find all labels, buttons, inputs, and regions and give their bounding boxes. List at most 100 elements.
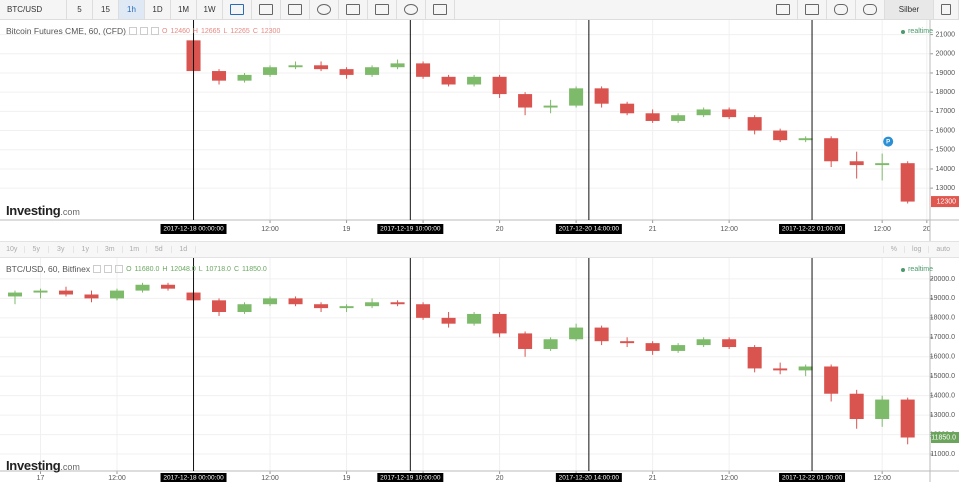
candle-body [798,138,813,141]
ohlc-value: 12460 [170,27,190,35]
fullscreen-button[interactable] [934,0,959,19]
user-button[interactable]: Silber [885,0,934,19]
status: realtime [901,266,933,273]
range-option[interactable]: auto [928,246,957,253]
ohlc-name: C [252,27,258,35]
header-icon [128,27,137,35]
x-tick-label: 12:00 [720,475,738,482]
interval-button[interactable]: 1M [171,0,197,19]
ohlc-value: 11680.0 [134,265,160,273]
ohlc-value: 12300 [260,27,281,35]
chart: 13000 14000 15000 16000 17000 18000 19000 20000… [0,20,959,241]
candle-body [467,313,482,324]
candle-body [875,163,890,166]
icon [805,4,819,15]
candle-body [849,393,864,420]
range-option[interactable]: % [882,246,904,253]
ranges: 10y 5y 3y 1y 3m 1m 5d 1d [0,246,196,253]
candle-body [263,298,278,305]
icon [863,4,877,15]
candle-body [237,74,252,81]
load-button[interactable] [827,0,856,19]
interval-button[interactable]: 1h [119,0,145,19]
last-price-tag [931,196,959,208]
candle-body [620,103,635,114]
x-tick-label: 12:00 [873,226,891,233]
y-tick-label: 17000.0 [930,334,955,341]
y-tick-label: 14000 [936,166,956,173]
ohlc-name: C [233,265,239,273]
candle-body [492,76,507,95]
ohlc-name: L [223,27,228,35]
save-button[interactable] [856,0,885,19]
layout-button[interactable] [798,0,827,19]
candle-body [161,284,176,289]
watermark-suffix: .com [60,462,80,472]
ohlc-name: O [161,27,168,35]
candle-body [467,76,482,85]
candle-body [518,94,533,108]
range-button[interactable]: 1y [74,246,98,253]
candle-body [339,306,354,309]
watermark-main: Investing [6,458,61,473]
header-icon [139,27,148,35]
range-button[interactable]: 3m [98,246,123,253]
candle-body [518,333,533,349]
watermark: Investing .com [6,458,80,473]
y-tick-label: 11000.0 [930,451,955,458]
range-button[interactable]: 10y [0,246,25,253]
interval-button[interactable]: 5 [67,0,93,19]
last-price-label: 12300 [937,198,957,205]
y-tick-label: 13000.0 [930,412,955,419]
range-button[interactable]: 1m [123,246,147,253]
candle-body [416,63,431,77]
alert-button[interactable] [426,0,455,19]
range-button[interactable]: 3y [49,246,74,253]
compare-button[interactable] [281,0,310,19]
spacer [455,0,769,19]
range-button[interactable]: 5y [25,246,49,253]
indicator-button[interactable] [252,0,281,19]
settings-button[interactable] [310,0,339,19]
ohlc-value: 10718.0 [205,265,231,273]
candle-body [671,345,686,351]
interval-button[interactable]: 1W [197,0,223,19]
candle-body [314,65,329,70]
interval-button[interactable]: 15 [93,0,119,19]
range-button[interactable]: 1d [172,246,196,253]
range-button[interactable]: 5d [147,246,172,253]
candle-body [824,366,839,394]
header-icon [150,27,159,35]
candle-body [773,368,788,371]
event-flag [883,136,894,147]
watermark: Investing .com [6,203,80,218]
status-text: realtime [908,266,933,273]
candle-body [441,76,456,85]
marker-label-bg [377,224,444,234]
y-tick-label: 15000 [936,147,956,154]
icon [317,4,331,15]
scale-button[interactable] [368,0,397,19]
icon [259,4,273,15]
ohlc-value: 12265 [230,27,250,35]
study-button[interactable] [339,0,368,19]
icon [375,4,389,15]
header-icon [93,265,102,273]
x-tick-label: 20 [923,226,931,233]
undo-button[interactable] [397,0,426,19]
interval-button[interactable]: 1D [145,0,171,19]
chart-title: BTC/USD, 60, Bitfinex [6,264,91,274]
y-tick-label: 20000.0 [930,276,955,283]
candle-body [365,302,380,307]
candle-body [747,117,762,131]
x-tick-label: 21 [649,226,657,233]
range-option[interactable]: log [904,246,928,253]
candle-body [288,298,303,305]
candle-body [416,304,431,318]
chart-style-button[interactable] [223,0,252,19]
symbol[interactable]: BTC/USD [0,0,67,19]
candle-body [543,105,558,108]
snapshot-button[interactable] [769,0,798,19]
ohlc-name: L [198,265,203,273]
